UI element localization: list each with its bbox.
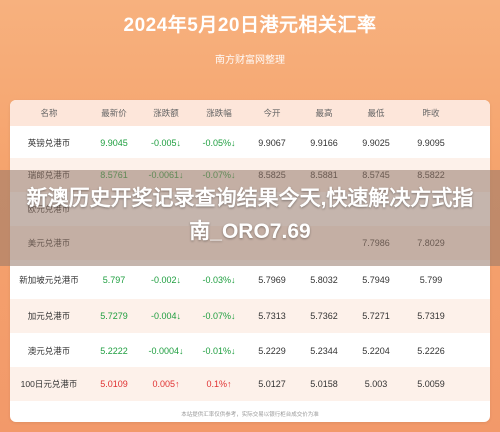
cell-low: 5.2204	[362, 346, 390, 356]
cell-change: -0.005↓	[150, 138, 182, 148]
cell-low: 5.7271	[362, 311, 390, 321]
cell-pct: -0.01%↓	[202, 346, 236, 356]
cell-name: 加元兑港币	[27, 311, 71, 321]
cell-latest: 5.7279	[100, 311, 128, 321]
cell-name: 英镑兑港币	[27, 138, 71, 148]
cell-prev: 5.7319	[417, 311, 445, 321]
cell-change: -0.002↓	[150, 275, 182, 285]
cell-open: 5.7313	[258, 311, 286, 321]
cell-high: 5.0158	[310, 379, 338, 389]
cell-prev: 5.0059	[417, 379, 445, 389]
cell-latest: 5.797	[102, 275, 126, 285]
cell-pct: 0.1%↑	[206, 379, 232, 389]
table-row: 英镑兑港币 9.9045 -0.005↓ -0.05%↓ 9.9067 9.9166 9.9…	[10, 126, 490, 160]
col-name: 名称	[40, 108, 58, 118]
cell-name: 100日元兑港币	[20, 379, 78, 389]
table-row: 新加坡元兑港币 5.797 -0.002↓ -0.03%↓ 5.7969 5.8032 5.…	[10, 263, 490, 297]
table-row: 加元兑港币 5.7279 -0.004↓ -0.07%↓ 5.7313 5.7362 5.7…	[10, 299, 490, 333]
cell-open: 5.2229	[258, 346, 286, 356]
cell-pct: -0.07%↓	[202, 311, 236, 321]
cell-latest: 5.2222	[100, 346, 128, 356]
page-title: 2024年5月20日港元相关汇率	[123, 15, 377, 36]
cell-change: -0.0004↓	[148, 346, 184, 356]
col-open: 今开	[263, 108, 281, 118]
disclaimer: 本站提供汇率仅供参考，实际交易以银行柜台成交价为准	[181, 412, 319, 418]
col-pct: 涨跌幅	[206, 108, 232, 118]
cell-prev: 5.2226	[417, 346, 445, 356]
table-header: 名称 最新价 涨跌额 涨跌幅 今开 最高 最低 昨收	[10, 100, 490, 126]
cell-high: 9.9166	[310, 138, 338, 148]
headline-text: 新澳历史开奖记录查询结果今天,快速解决方式指南_ORO7.69	[26, 187, 474, 243]
cell-name: 新加坡元兑港币	[19, 275, 79, 285]
cell-latest: 9.9045	[100, 138, 128, 148]
col-change: 涨跌额	[153, 108, 179, 118]
col-latest: 最新价	[101, 108, 127, 118]
cell-high: 5.2344	[310, 346, 338, 356]
table-row: 澳元兑港币 5.2222 -0.0004↓ -0.01%↓ 5.2229 5.2344 5.…	[10, 334, 490, 368]
headline-banner	[0, 170, 500, 266]
cell-change: -0.004↓	[150, 311, 182, 321]
col-low: 最低	[367, 108, 385, 118]
cell-open: 5.0127	[258, 379, 286, 389]
cell-high: 5.7362	[310, 311, 338, 321]
cell-prev: 9.9095	[417, 138, 445, 148]
cell-low: 5.7949	[362, 275, 390, 285]
cell-name: 澳元兑港币	[27, 346, 71, 356]
cell-pct: -0.03%↓	[202, 275, 236, 285]
cell-open: 9.9067	[258, 138, 286, 148]
cell-latest: 5.0109	[100, 379, 128, 389]
cell-low: 5.003	[364, 379, 388, 389]
cell-pct: -0.05%↓	[202, 138, 236, 148]
cell-high: 5.8032	[310, 275, 338, 285]
col-prev: 昨收	[422, 108, 440, 118]
cell-change: 0.005↑	[152, 379, 180, 389]
cell-open: 5.7969	[258, 275, 286, 285]
cell-prev: 5.799	[419, 275, 443, 285]
table-row: 100日元兑港币 5.0109 0.005↑ 0.1%↑ 5.0127 5.0158 5.0…	[10, 367, 490, 401]
col-high: 最高	[315, 108, 333, 118]
page-subtitle: 南方财富网整理	[215, 55, 285, 66]
cell-low: 9.9025	[362, 138, 390, 148]
